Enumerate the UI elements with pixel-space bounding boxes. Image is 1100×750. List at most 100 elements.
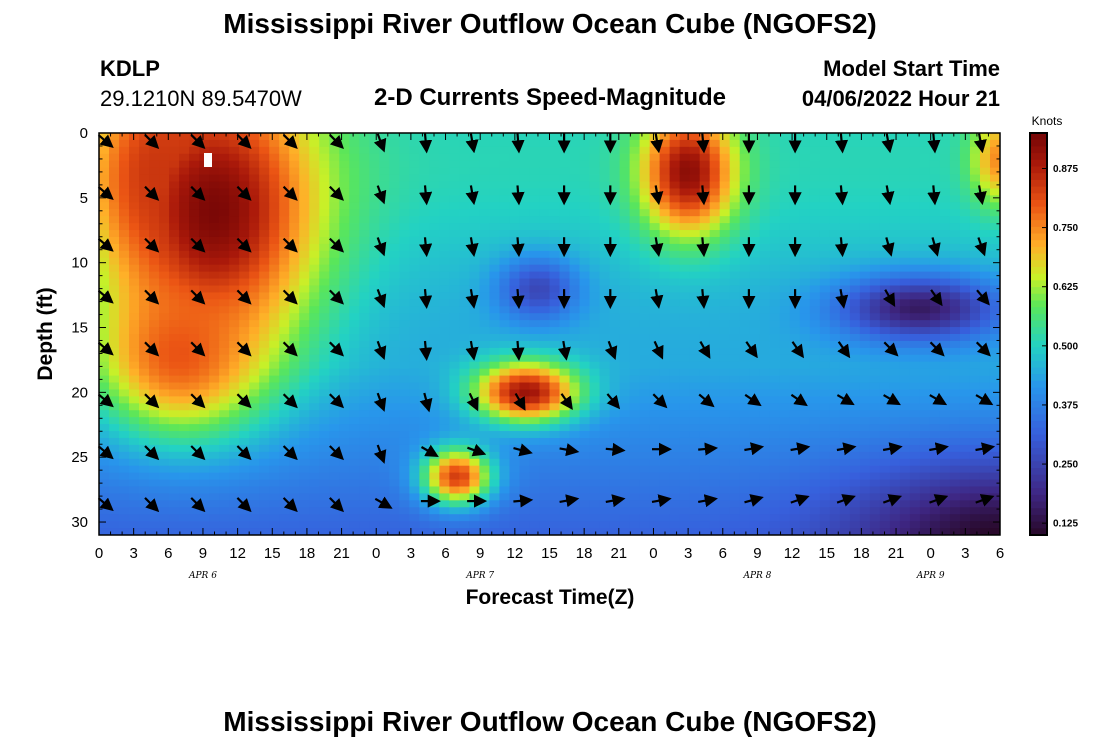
heatmap-cell (109, 500, 120, 508)
heatmap-cell (939, 306, 951, 314)
heatmap-cell (689, 521, 701, 529)
heatmap-cell (599, 521, 611, 529)
heatmap-cell (329, 174, 340, 183)
heatmap-cell (699, 403, 711, 411)
heatmap-cell (679, 493, 691, 501)
heatmap-cell (819, 507, 831, 515)
heatmap-cell (349, 174, 360, 183)
heatmap-cell (179, 431, 190, 439)
heatmap-cell (499, 230, 511, 238)
heatmap-cell (559, 493, 571, 501)
heatmap-cell (709, 375, 721, 384)
heatmap-cell (319, 389, 330, 397)
heatmap-cell (829, 472, 841, 481)
heatmap-cell (919, 479, 931, 488)
heatmap-cell (399, 347, 410, 356)
heatmap-cell (149, 486, 160, 495)
heatmap-cell (259, 472, 270, 481)
heatmap-cell (179, 257, 190, 266)
heatmap-cell (899, 465, 911, 474)
heatmap-cell (839, 320, 851, 328)
heatmap-cell (689, 153, 701, 162)
heatmap-cell (389, 188, 400, 196)
heatmap-cell (209, 361, 220, 370)
heatmap-cell (899, 299, 911, 307)
heatmap-cell (729, 299, 741, 307)
heatmap-cell (449, 451, 460, 460)
heatmap-cell (229, 500, 240, 508)
heatmap-cell (469, 528, 481, 535)
heatmap-cell (639, 451, 651, 460)
heatmap-cell (109, 202, 120, 210)
heatmap-cell (829, 437, 841, 446)
heatmap-cell (529, 514, 541, 522)
heatmap-cell (739, 396, 751, 404)
heatmap-cell (149, 327, 160, 335)
heatmap-cell (99, 431, 110, 439)
heatmap-cell (679, 292, 691, 300)
heatmap-cell (429, 410, 440, 418)
heatmap-cell (759, 521, 771, 529)
heatmap-cell (229, 306, 240, 314)
heatmap-cell (769, 216, 781, 224)
heatmap-cell (409, 133, 420, 141)
heatmap-cell (189, 153, 200, 162)
heatmap-cell (849, 361, 861, 370)
heatmap-cell (719, 202, 731, 210)
heatmap-cell (649, 389, 661, 397)
heatmap-cell (789, 437, 801, 446)
heatmap-cell (819, 347, 831, 356)
heatmap-cell (99, 320, 110, 328)
heatmap-cell (439, 320, 450, 328)
heatmap-cell (659, 202, 671, 210)
heatmap-cell (219, 243, 230, 252)
heatmap-cell (679, 230, 691, 238)
heatmap-cell (619, 264, 631, 273)
heatmap-cell (659, 424, 671, 432)
heatmap-cell (799, 451, 811, 460)
heatmap-cell (619, 361, 631, 370)
heatmap-cell (119, 382, 130, 391)
heatmap-cell (719, 389, 731, 397)
heatmap-cell (249, 507, 260, 515)
heatmap-cell (319, 271, 330, 280)
heatmap-cell (799, 174, 811, 183)
heatmap-cell (239, 320, 250, 328)
heatmap-cell (599, 437, 611, 446)
heatmap-cell (929, 257, 941, 266)
heatmap-cell (559, 424, 571, 432)
heatmap-cell (659, 167, 671, 176)
heatmap-cell (709, 264, 721, 273)
heatmap-cell (749, 167, 761, 176)
heatmap-cell (909, 500, 921, 508)
heatmap-cell (629, 444, 641, 453)
heatmap-cell (109, 181, 120, 190)
heatmap-cell (489, 396, 501, 404)
heatmap-cell (729, 188, 741, 196)
heatmap-cell (689, 278, 701, 287)
heatmap-cell (419, 507, 430, 515)
heatmap-cell (299, 139, 310, 148)
heatmap-cell (629, 250, 641, 259)
heatmap-cell (579, 320, 591, 328)
heatmap-cell (119, 243, 130, 252)
heatmap-cell (859, 223, 871, 231)
heatmap-cell (839, 437, 851, 446)
heatmap-cell (859, 382, 871, 391)
heatmap-cell (409, 306, 420, 314)
heatmap-cell (599, 285, 611, 294)
heatmap-cell (779, 507, 791, 515)
heatmap-cell (889, 451, 901, 460)
heatmap-cell (439, 271, 450, 280)
heatmap-cell (109, 209, 120, 217)
heatmap-cell (239, 327, 250, 335)
heatmap-cell (179, 507, 190, 515)
heatmap-cell (169, 292, 180, 300)
heatmap-cell (469, 250, 481, 259)
heatmap-cell (669, 223, 681, 231)
heatmap-cell (169, 285, 180, 294)
heatmap-cell (289, 375, 300, 384)
heatmap-cell (529, 264, 541, 273)
heatmap-cell (129, 160, 140, 169)
heatmap-cell (559, 410, 571, 418)
